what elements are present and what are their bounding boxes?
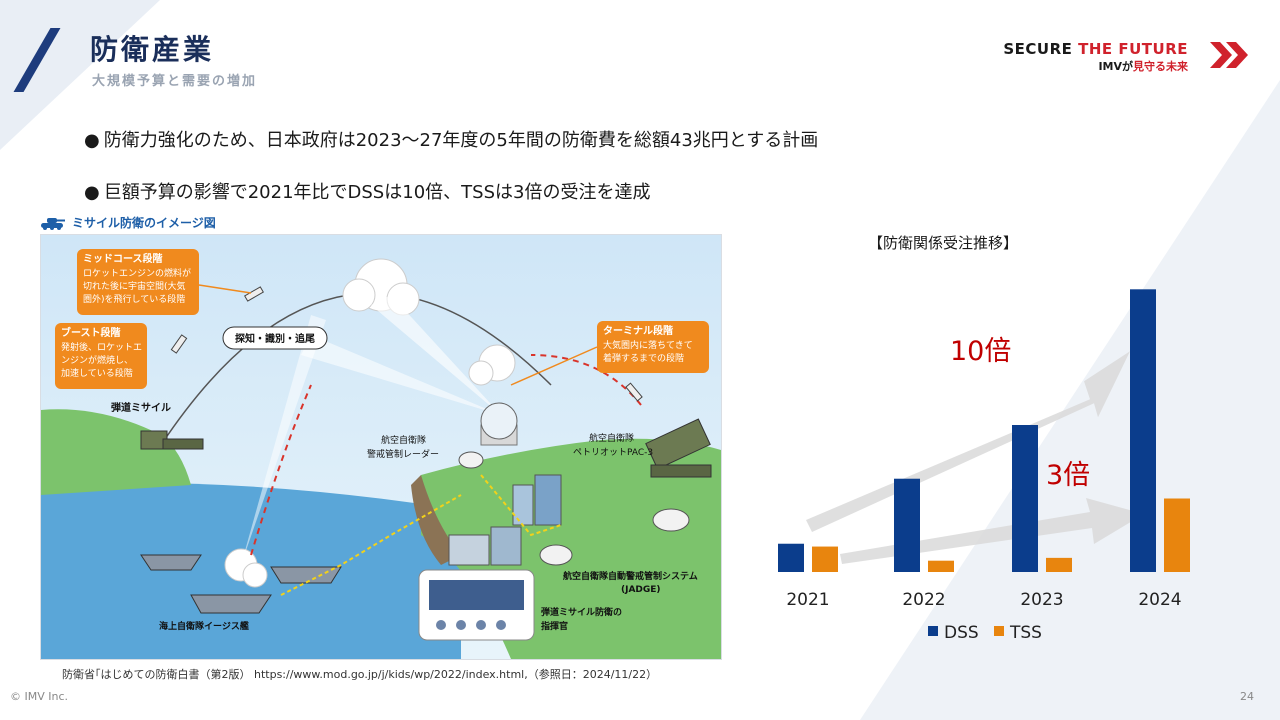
- commander-label-1: 弾道ミサイル防衛の: [541, 606, 622, 618]
- x-tick-label: 2023: [1020, 590, 1063, 610]
- brand-imv-text: IMVが: [1098, 60, 1133, 73]
- brand-future-text: THE FUTURE: [1078, 40, 1188, 58]
- callout-terminal: ターミナル段階 大気圏内に落ちてきて 着弾するまでの段階: [510, 321, 709, 386]
- bullet-text: 巨額予算の影響で2021年比でDSSは10倍、TSSは3倍の受注を達成: [103, 182, 651, 203]
- radar-dome: [480, 402, 518, 446]
- page-title: 防衛産業: [90, 33, 215, 66]
- callout-midcourse-title: ミッドコース段階: [83, 252, 163, 265]
- callout-midcourse: ミッドコース段階 ロケットエンジンの燃料が 切れた後に宇宙空間(大気 圏外)を飛…: [77, 249, 252, 315]
- callout-midcourse-line: 圏外)を飛行している段階: [83, 293, 185, 305]
- command-center: [418, 569, 535, 641]
- radar-label-1: 航空自衛隊: [381, 434, 426, 446]
- brand-mirai-text: 見守る未来: [1133, 60, 1188, 73]
- antennas: [458, 451, 690, 566]
- illustration-canvas: ミッドコース段階 ロケットエンジンの燃料が 切れた後に宇宙空間(大気 圏外)を飛…: [41, 235, 721, 659]
- bar-dss-2023: [1012, 425, 1038, 572]
- callout-boost-line: 発射後、ロケットエ: [61, 341, 142, 353]
- callout-terminal-line: 着弾するまでの段階: [603, 352, 684, 364]
- bar-dss-2022: [894, 478, 920, 572]
- callout-terminal-title: ターミナル段階: [603, 324, 673, 337]
- brand-logo: SECURE THE FUTURE IMVが見守る未来: [1003, 38, 1252, 78]
- radar-label-2: 警戒管制レーダー: [367, 448, 439, 460]
- aegis-label: 海上自衛隊イージス艦: [159, 620, 249, 632]
- pac3-label-1: 航空自衛隊: [589, 432, 634, 444]
- detect-label-text: 探知・識別・追尾: [235, 332, 315, 345]
- trend-arrow-tss: [840, 498, 1144, 564]
- brand-tagline-jp: IMVが見守る未来: [1098, 58, 1188, 74]
- intercept-explosion-mid: [468, 344, 516, 386]
- x-tick-label: 2024: [1138, 590, 1181, 610]
- commander-label-2: 指揮官: [541, 620, 568, 632]
- bar-tss-2021: [812, 546, 838, 572]
- bar-dss-2024: [1130, 289, 1156, 572]
- ballistic-missiles: [170, 286, 643, 402]
- bar-tss-2024: [1164, 498, 1190, 572]
- bullet-budget: ● 防衛力強化のため、日本政府は2023～27年度の5年間の防衛費を総額43兆円と…: [84, 126, 818, 152]
- background-triangle-bottom: [860, 80, 1280, 720]
- jadge-label-1: 航空自衛隊自動警戒管制システム: [563, 570, 698, 582]
- callout-midcourse-line: 切れた後に宇宙空間(大気: [83, 280, 186, 292]
- legend-label-dss: DSS: [944, 623, 979, 643]
- callout-midcourse-line: ロケットエンジンの燃料が: [83, 267, 191, 279]
- legend-swatch-tss: [994, 626, 1004, 636]
- x-tick-label: 2021: [786, 590, 829, 610]
- bullet-mark: ●: [84, 130, 100, 151]
- jadge-label-2: (JADGE): [621, 585, 661, 595]
- pac3-label-2: ペトリオットPAC-3: [573, 447, 653, 458]
- brand-tagline-en: SECURE THE FUTURE: [1003, 40, 1188, 58]
- page-subtitle: 大規模予算と需要の増加: [92, 74, 258, 89]
- callout-boost-line: ンジンが燃焼し、: [61, 354, 133, 366]
- trend-arrow-dss: [806, 351, 1130, 532]
- copyright: © IMV Inc.: [10, 690, 69, 703]
- callout-boost-title: ブースト段階: [61, 326, 121, 339]
- legend-swatch-dss: [928, 626, 938, 636]
- tank-icon: [41, 217, 65, 230]
- bar-tss-2023: [1046, 557, 1072, 572]
- missile-defense-illustration: ミッドコース段階 ロケットエンジンの燃料が 切れた後に宇宙空間(大気 圏外)を飛…: [40, 234, 722, 660]
- detect-label: 探知・識別・追尾: [222, 326, 328, 350]
- datalink-2: [480, 474, 562, 537]
- land-left: [41, 409, 191, 495]
- intercept-explosion-high: [342, 258, 420, 316]
- bullet-text: 防衛力強化のため、日本政府は2023～27年度の5年間の防衛費を総額43兆円とす…: [103, 130, 819, 151]
- legend-label-tss: TSS: [1009, 623, 1042, 643]
- annotation-10x: 10倍: [950, 336, 1011, 367]
- bar-tss-2022: [928, 560, 954, 572]
- ballistic-missile-label: 弾道ミサイル: [111, 401, 171, 414]
- source-citation: 防衛省｢はじめての防衛白書（第2版） https://www.mod.go.jp…: [62, 668, 658, 681]
- radar-beam-2: [301, 335, 501, 415]
- annotation-3x: 3倍: [1046, 460, 1090, 491]
- callout-terminal-line: 大気圏内に落ちてきて: [603, 339, 693, 351]
- orders-bar-chart: 2021 2022 2023 2024 10倍 3倍 DSS TSS: [778, 289, 1190, 643]
- x-tick-label: 2022: [902, 590, 945, 610]
- bullet-mark: ●: [84, 182, 100, 203]
- brand-secure-text: SECURE: [1003, 40, 1079, 58]
- chart-title: 【防衛関係受注推移】: [868, 234, 1019, 252]
- page-number: 24: [1240, 690, 1254, 703]
- pac3-launcher: [645, 418, 712, 478]
- interceptor-path-sea: [250, 384, 312, 556]
- radar-beam-1: [371, 295, 501, 415]
- missile-launcher: [140, 430, 204, 450]
- bar-dss-2021: [778, 543, 804, 572]
- buildings: [448, 474, 562, 566]
- aegis-ships: [140, 554, 342, 614]
- double-chevron-icon: [1210, 42, 1248, 68]
- bullet-orders: ● 巨額予算の影響で2021年比でDSSは10倍、TSSは3倍の受注を達成: [84, 178, 650, 204]
- callout-boost-line: 加速している段階: [61, 367, 133, 379]
- figure-label-text: ミサイル防衛のイメージ図: [72, 216, 216, 230]
- callout-boost: ブースト段階 発射後、ロケットエ ンジンが燃焼し、 加速している段階: [55, 323, 147, 389]
- figure-label: ミサイル防衛のイメージ図: [40, 214, 216, 231]
- aegis-beam: [241, 315, 326, 565]
